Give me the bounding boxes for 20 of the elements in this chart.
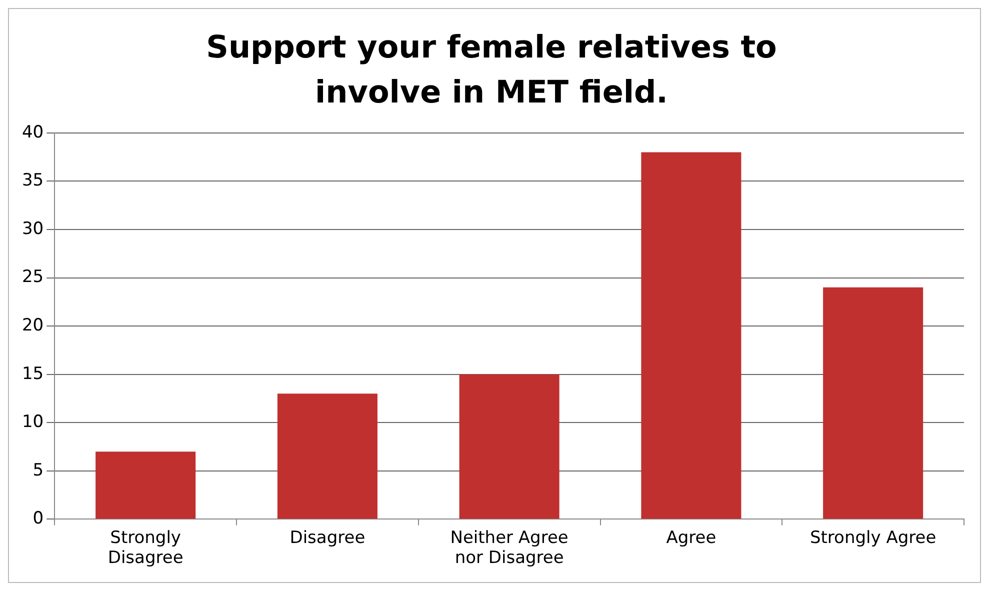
x-tick-label: Agree <box>666 528 716 548</box>
bar <box>96 452 196 519</box>
y-tick-label: 5 <box>32 460 44 480</box>
y-tick-label: 15 <box>22 364 44 384</box>
x-tick-label: Strongly Disagree <box>108 528 184 568</box>
bar <box>277 394 378 519</box>
bar <box>823 287 924 519</box>
x-tick-label: Disagree <box>290 528 366 548</box>
y-tick-label: 30 <box>22 218 44 239</box>
bar <box>641 152 742 519</box>
y-tick-label: 40 <box>22 122 44 142</box>
x-tick-label: Neither Agree nor Disagree <box>450 528 568 568</box>
chart-title: Support your female relatives to involve in MET field. <box>206 30 777 110</box>
y-tick-label: 25 <box>22 267 44 288</box>
bar <box>459 374 560 519</box>
y-tick-label: 20 <box>22 315 44 336</box>
y-tick-label: 10 <box>22 412 44 432</box>
y-tick-label: 0 <box>32 508 44 529</box>
y-tick-label: 35 <box>22 170 44 191</box>
x-tick-label: Strongly Agree <box>810 528 936 548</box>
